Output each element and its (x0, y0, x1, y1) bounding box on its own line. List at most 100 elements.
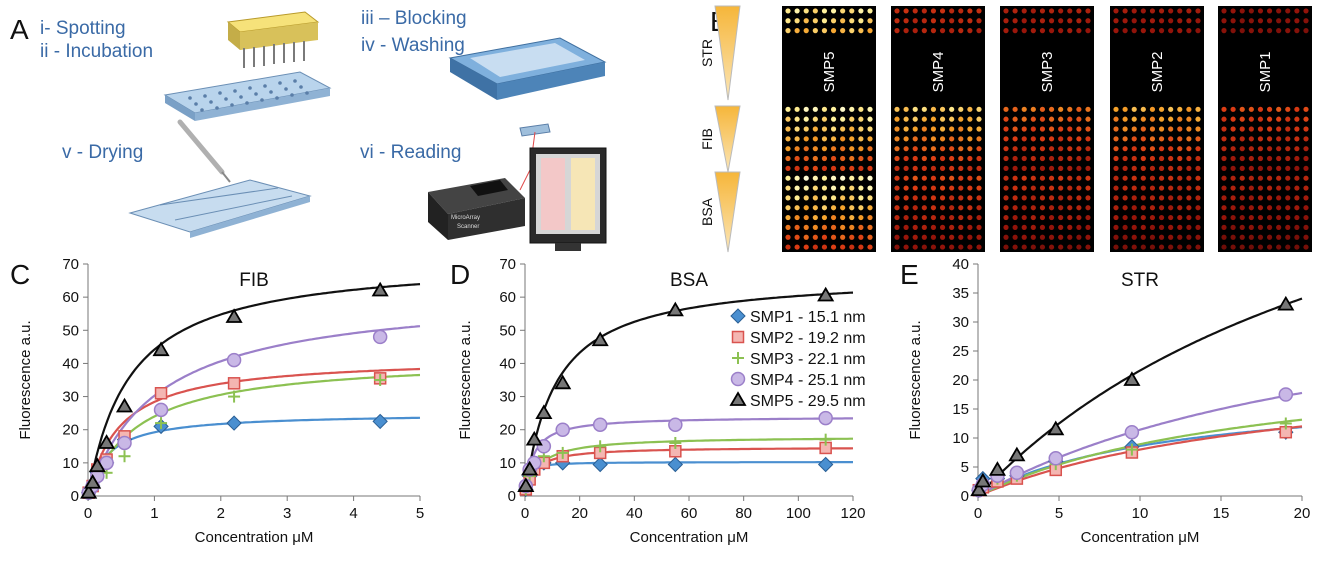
y-axis-label: Fluorescence a.u. (457, 320, 474, 439)
data-point (372, 413, 388, 430)
fit-curve-smp5 (86, 283, 421, 497)
y-tick-label: 30 (62, 389, 79, 406)
y-tick-label: 60 (499, 289, 516, 306)
data-point (731, 330, 745, 344)
gradient-wedge-bsa (714, 171, 741, 253)
y-tick-label: 60 (62, 289, 79, 306)
data-point (371, 281, 389, 297)
data-point (1124, 424, 1140, 440)
fit-curve-smp4 (523, 417, 853, 497)
drying-slides-illustration (128, 119, 312, 238)
y-tick-label: 10 (62, 455, 79, 472)
fit-curve-smp3 (86, 373, 421, 497)
scanner-label-1: MicroArray (451, 215, 480, 221)
y-axis-label: Fluorescence a.u. (17, 320, 34, 439)
x-tick-label: 4 (349, 505, 357, 522)
y-tick-label: 0 (961, 488, 969, 505)
row-label-bsa: BSA (700, 197, 715, 226)
data-point (555, 422, 570, 437)
step-blocking: iii – Blocking (361, 8, 467, 29)
data-point (517, 477, 535, 492)
fit-curve-smp4 (977, 391, 1303, 497)
y-axis-label: Fluorescence a.u. (907, 320, 924, 439)
data-point (226, 415, 242, 431)
data-point (1125, 443, 1138, 456)
data-point (372, 329, 388, 345)
data-point (118, 450, 131, 463)
gradient-wedge-fib (714, 105, 741, 173)
y-tick-label: 50 (62, 322, 79, 339)
data-point (666, 301, 684, 317)
legend-entry: SMP2 - 19.2 nm (750, 330, 866, 347)
data-point (554, 374, 572, 390)
data-point (115, 397, 134, 413)
array-label: SMP1 (1257, 52, 1274, 93)
data-point (98, 434, 116, 449)
panel-letter: C (10, 259, 30, 290)
data-point (152, 341, 170, 357)
array-label: SMP5 (821, 52, 838, 93)
array-label: SMP3 (1039, 52, 1056, 93)
data-point (1009, 465, 1025, 481)
y-tick-label: 30 (952, 314, 969, 331)
data-point (594, 440, 607, 453)
legend-entry: SMP1 - 15.1 nm (750, 309, 866, 326)
row-label-str: STR (700, 39, 715, 67)
data-point (730, 308, 746, 324)
data-point (374, 374, 387, 386)
array-label: SMP4 (930, 52, 947, 93)
scanner-monitor-illustration: MicroArray Scanner (428, 123, 607, 251)
legend: SMP1 - 15.1 nm SMP2 - 19.2 nm SMP3 - 22.1 … (729, 308, 866, 410)
step-incubation: ii - Incubation (40, 41, 154, 62)
data-point (988, 461, 1007, 476)
gradient-wedge-str (714, 5, 741, 101)
panel-letter: E (900, 259, 919, 290)
y-tick-label: 10 (952, 430, 969, 447)
data-point (1278, 387, 1294, 402)
data-point (668, 417, 683, 432)
x-tick-label: 0 (84, 505, 92, 522)
array-label: SMP2 (1149, 52, 1166, 93)
data-point (732, 352, 744, 364)
x-tick-label: 5 (1055, 505, 1063, 522)
y-tick-label: 70 (499, 256, 516, 273)
workflow-illustration: MicroArray Scanner (128, 11, 607, 251)
x-tick-label: 1 (150, 505, 158, 522)
x-tick-label: 20 (571, 505, 588, 522)
microarray-images: STR FIB BSA SMP5 SMP4 SMP3 SMP2 SMP1 (700, 5, 1312, 253)
y-tick-label: 20 (62, 422, 79, 439)
data-point (592, 417, 608, 432)
x-axis-label: Concentration μM (195, 529, 314, 546)
y-tick-label: 15 (952, 401, 969, 418)
data-point (117, 435, 132, 451)
fit-curve-smp2 (86, 367, 421, 497)
data-point (88, 457, 106, 473)
fit-curve-smp5 (523, 291, 854, 497)
fit-curve-smp2 (977, 425, 1303, 498)
step-reading: vi - Reading (360, 142, 462, 163)
data-point (1123, 371, 1141, 386)
data-point (84, 473, 102, 489)
y-tick-label: 0 (508, 488, 516, 505)
data-point (818, 410, 833, 426)
data-point (525, 430, 543, 446)
x-tick-label: 40 (626, 505, 643, 522)
data-point (227, 377, 241, 390)
legend-entry: SMP5 - 29.5 nm (750, 393, 866, 410)
fit-curve-smp2 (523, 447, 854, 497)
step-spotting: i- Spotting (40, 18, 126, 39)
x-tick-label: 80 (735, 505, 752, 522)
data-point (817, 456, 834, 473)
data-point (667, 456, 684, 473)
chart-bsa: D BSA 0 10 20 30 40 50 60 70 0 20 40 60 80 100 120 Concen… (450, 256, 866, 546)
data-point (1047, 420, 1065, 436)
data-point (535, 404, 553, 420)
y-tick-label: 30 (499, 389, 516, 406)
fit-curve-smp4 (86, 325, 421, 497)
data-point (1008, 446, 1026, 462)
series-smp4 (81, 329, 388, 500)
data-point (154, 387, 168, 400)
x-tick-label: 3 (283, 505, 291, 522)
y-tick-label: 40 (62, 355, 79, 372)
